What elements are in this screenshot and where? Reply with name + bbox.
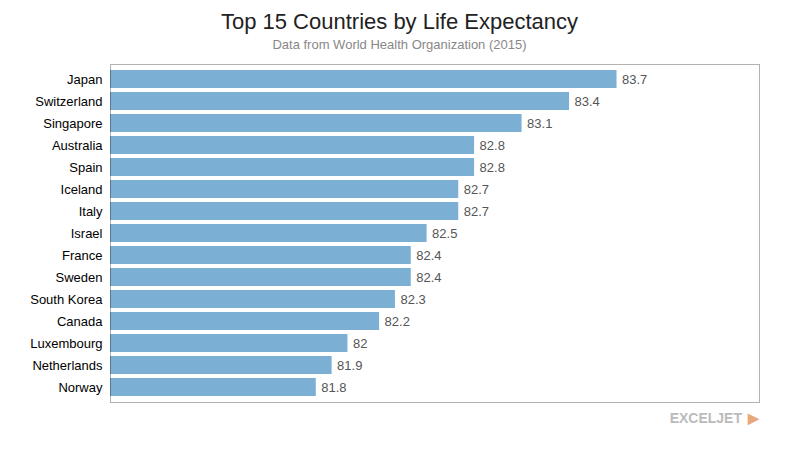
html-text:EXCELJET: EXCELJET	[669, 410, 742, 426]
svg-text:Israel: Israel	[71, 226, 103, 241]
svg-text:82.5: 82.5	[432, 226, 457, 241]
svg-text:82.7: 82.7	[464, 204, 489, 219]
svg-text:Luxembourg: Luxembourg	[30, 336, 102, 351]
svg-text:82.4: 82.4	[416, 270, 441, 285]
svg-text:Sweden: Sweden	[56, 270, 103, 285]
svg-text:82: 82	[353, 336, 367, 351]
svg-text:82.7: 82.7	[464, 182, 489, 197]
svg-text:Netherlands: Netherlands	[32, 358, 103, 373]
svg-text:Iceland: Iceland	[61, 182, 103, 197]
html-text:Top 15 Countries by Life Expec: Top 15 Countries by Life Expectancy	[221, 9, 578, 34]
svg-text:82.8: 82.8	[480, 160, 505, 175]
svg-text:Spain: Spain	[69, 160, 102, 175]
svg-text:81.9: 81.9	[337, 358, 362, 373]
svg-text:Australia: Australia	[52, 138, 103, 153]
html-text:Data from World Health Organiz: Data from World Health Organization (201…	[272, 37, 527, 52]
svg-text:82.3: 82.3	[400, 292, 425, 307]
svg-text:81.8: 81.8	[321, 380, 346, 395]
svg-text:82.4: 82.4	[416, 248, 441, 263]
svg-text:83.1: 83.1	[527, 116, 552, 131]
svg-text:Canada: Canada	[57, 314, 103, 329]
svg-text:Switzerland: Switzerland	[35, 94, 102, 109]
svg-text:France: France	[62, 248, 102, 263]
svg-text:Singapore: Singapore	[43, 116, 102, 131]
svg-text:82.8: 82.8	[480, 138, 505, 153]
svg-text:Norway: Norway	[58, 380, 103, 395]
svg-text:South Korea: South Korea	[30, 292, 103, 307]
svg-text:83.7: 83.7	[622, 72, 647, 87]
svg-text:Italy: Italy	[79, 204, 103, 219]
svg-text:83.4: 83.4	[575, 94, 600, 109]
svg-text:82.2: 82.2	[385, 314, 410, 329]
svg-text:Japan: Japan	[67, 72, 102, 87]
